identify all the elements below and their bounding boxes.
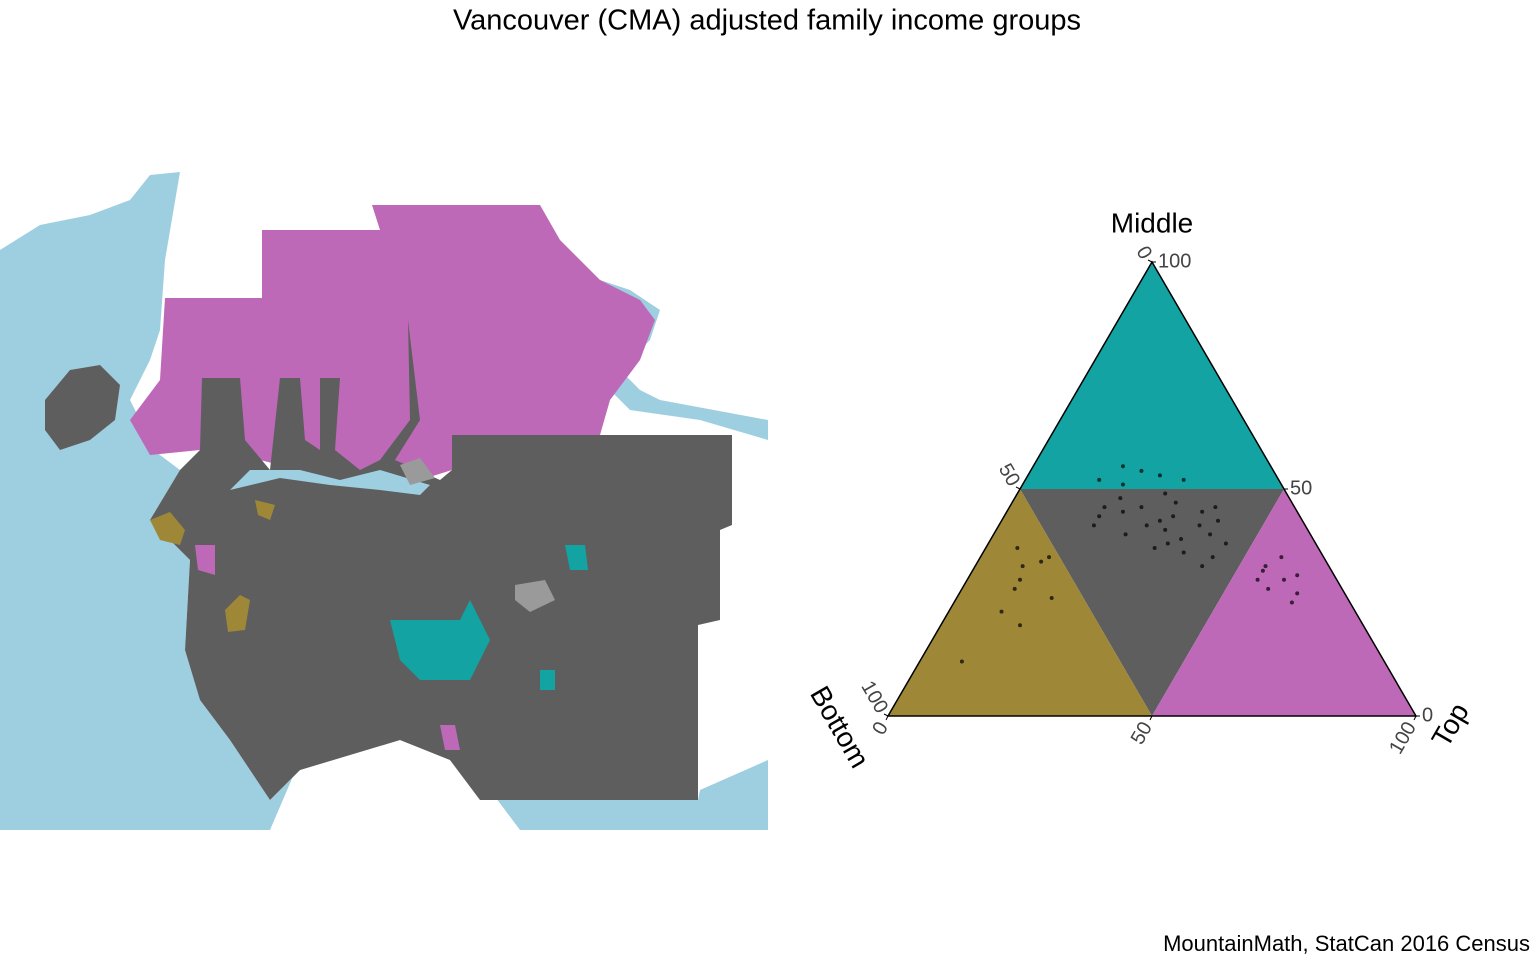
region-middle — [540, 670, 555, 690]
region-middle — [1020, 262, 1284, 489]
data-point — [1260, 568, 1265, 573]
title: Vancouver (CMA) adjusted family income g… — [453, 5, 1081, 37]
region-bottom — [150, 512, 185, 545]
region-top — [440, 725, 460, 750]
data-point — [1120, 482, 1125, 487]
data-point — [1018, 577, 1022, 582]
data-point — [1210, 555, 1215, 560]
water — [0, 340, 768, 830]
data-point — [1039, 559, 1044, 564]
region-na — [400, 458, 435, 485]
data-point — [959, 659, 964, 664]
tick-mark — [883, 713, 889, 717]
data-point — [1179, 536, 1184, 541]
data-point — [1213, 505, 1218, 510]
data-point — [1139, 468, 1144, 473]
data-point — [1091, 523, 1096, 528]
tick-mark — [1147, 259, 1153, 263]
data-point — [1279, 555, 1284, 560]
data-point — [1163, 491, 1168, 496]
data-point — [1266, 586, 1271, 591]
caption: MountainMath, StatCan 2016 Census — [1163, 931, 1530, 956]
tick-label: 50 — [994, 460, 1024, 490]
inlet — [230, 470, 430, 495]
data-point — [1171, 514, 1176, 519]
tick-mark — [1413, 715, 1417, 721]
data-point — [1102, 505, 1107, 510]
axis-title: Middle — [1111, 207, 1193, 238]
tick-label: 50 — [1127, 718, 1157, 748]
data-point — [1020, 564, 1025, 569]
region-top — [195, 545, 215, 575]
data-point — [1123, 532, 1128, 537]
tick-label: 0 — [868, 718, 893, 739]
region-middle — [390, 600, 490, 680]
data-point — [1197, 523, 1202, 528]
land-mixed — [150, 320, 732, 800]
data-point — [1118, 496, 1123, 501]
data-point — [1049, 595, 1054, 600]
data-point — [1097, 477, 1102, 482]
tick-mark — [885, 715, 889, 721]
tick-mark — [1149, 715, 1153, 721]
region-bottom — [888, 489, 1152, 716]
data-point — [1181, 550, 1186, 555]
data-point — [999, 609, 1004, 614]
island — [45, 365, 120, 450]
region-middle — [565, 545, 588, 570]
region-bottom — [255, 500, 275, 520]
data-point — [1181, 477, 1186, 482]
tick-label: 50 — [1290, 477, 1312, 499]
tick-label: 100 — [1385, 718, 1421, 758]
data-point — [1208, 532, 1213, 537]
region-mixed — [1020, 489, 1284, 716]
data-point — [1173, 500, 1178, 505]
data-point — [1012, 586, 1017, 591]
tick-mark — [1015, 486, 1021, 490]
data-point — [1282, 577, 1286, 582]
data-point — [1255, 577, 1260, 582]
map — [0, 170, 768, 830]
data-point — [1120, 464, 1125, 469]
data-point — [1295, 573, 1300, 578]
tick-label: 100 — [1158, 250, 1191, 272]
data-point — [1157, 518, 1162, 523]
data-point — [1163, 527, 1168, 532]
data-point — [1157, 473, 1162, 478]
region-bottom — [225, 595, 250, 632]
data-point — [1200, 509, 1205, 514]
data-point — [1223, 541, 1228, 546]
tick-label: 100 — [856, 677, 892, 717]
tick-label: 0 — [1132, 243, 1157, 264]
data-point — [1216, 518, 1220, 523]
data-point — [1295, 591, 1300, 596]
data-point — [1120, 509, 1125, 514]
data-point — [1289, 600, 1294, 605]
region-top — [130, 205, 655, 480]
data-point — [1139, 505, 1144, 510]
data-point — [1047, 555, 1052, 560]
tick-label: 0 — [1422, 704, 1433, 726]
region-top — [1152, 489, 1416, 716]
data-point — [1015, 546, 1020, 551]
data-point — [1097, 514, 1102, 519]
region-na — [515, 580, 555, 612]
data-point — [1152, 546, 1157, 551]
data-point — [1018, 623, 1022, 628]
data-point — [1200, 564, 1205, 569]
data-point — [1165, 541, 1170, 546]
data-point — [1263, 564, 1268, 569]
data-point — [1144, 523, 1149, 528]
